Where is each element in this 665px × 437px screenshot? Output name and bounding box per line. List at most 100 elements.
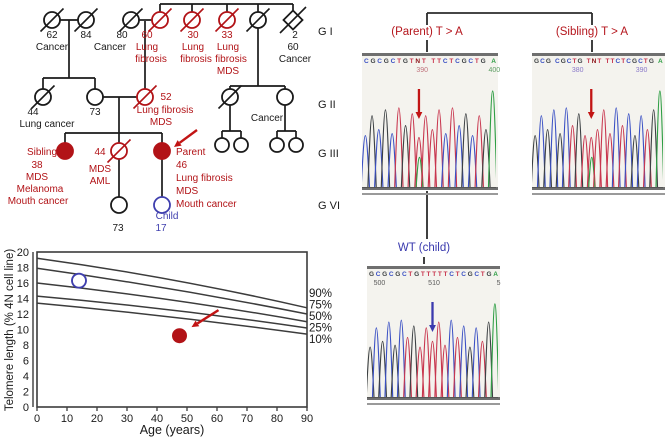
base-letter: C xyxy=(377,58,382,65)
pedigree-node-gii-44 xyxy=(30,84,56,110)
pedigree-label: 52 xyxy=(160,92,172,103)
pedigree-label: 73 xyxy=(89,107,101,118)
base-letter: C xyxy=(554,58,560,65)
base-letter: T xyxy=(431,58,436,65)
pedigree-label: 84 xyxy=(80,30,92,41)
deceased-slash xyxy=(73,7,99,33)
sibling-mutation-label: (Sibling) T > A xyxy=(555,26,629,38)
base-letter: C xyxy=(615,58,621,65)
trace-peak xyxy=(536,115,546,188)
generation-label: G II xyxy=(318,99,336,111)
base-letter: C xyxy=(566,58,572,65)
trace-peak xyxy=(434,321,444,398)
circle-symbol xyxy=(153,196,171,214)
base-letter: T xyxy=(480,271,485,278)
y-tick-label: 10 xyxy=(17,325,29,337)
trace-peak xyxy=(487,90,496,188)
pedigree-node-gi-unlabeled xyxy=(245,7,271,33)
percentile-label: 50% xyxy=(309,311,332,323)
panel-underline xyxy=(362,193,498,195)
base-letter: T xyxy=(597,58,602,65)
pedigree-label: Melanoma xyxy=(17,184,64,195)
y-tick-label: 20 xyxy=(17,247,29,259)
base-letter: T xyxy=(397,58,402,65)
pedigree-label: Sibling xyxy=(27,147,57,158)
position-number: 390 xyxy=(635,67,648,74)
sanger-trace xyxy=(367,302,498,398)
pedigree-label: 60 xyxy=(287,42,299,53)
deceased-slash xyxy=(214,7,240,33)
pedigree-label: Cancer xyxy=(94,42,127,53)
y-tick-label: 6 xyxy=(23,356,29,368)
deceased-slash xyxy=(106,138,132,164)
base-letter: G xyxy=(486,271,492,278)
mutation-arrow-head xyxy=(587,112,595,119)
percentile-curve-50% xyxy=(36,282,308,323)
pedigree-label: MDS xyxy=(26,172,49,183)
base-letter: T xyxy=(621,58,626,65)
base-letter: T xyxy=(455,271,460,278)
y-tick-label: 0 xyxy=(23,402,29,414)
base-letter: C xyxy=(449,271,454,278)
base-letter: N xyxy=(591,58,597,65)
x-tick-label: 90 xyxy=(301,413,313,425)
trace-peak xyxy=(407,113,417,188)
pedigree-label: Mouth cancer xyxy=(8,196,69,207)
pedigree-label: Lung xyxy=(136,42,158,53)
y-tick-label: 4 xyxy=(23,371,29,383)
base-letter: G xyxy=(369,271,375,278)
base-letter: A xyxy=(491,58,496,65)
circle-symbol xyxy=(86,88,104,106)
x-tick-label: 50 xyxy=(181,413,193,425)
base-letter: C xyxy=(468,58,474,65)
position-row: 390 400 xyxy=(362,66,500,75)
trace-peak xyxy=(461,113,471,188)
pedigree-label: Lung cancer xyxy=(19,119,75,130)
trace-peak xyxy=(421,327,431,398)
trace-peak xyxy=(396,319,406,398)
circle-symbol xyxy=(276,88,294,106)
pedigree-label: Lung fibrosis xyxy=(176,173,233,184)
trace-peak xyxy=(574,113,584,188)
chart-arrow xyxy=(196,309,220,325)
position-number: 390 xyxy=(416,67,429,74)
y-tick-label: 2 xyxy=(23,387,29,399)
base-letter: G xyxy=(534,58,540,65)
base-letter: T xyxy=(409,58,414,65)
circle-symbol xyxy=(110,196,128,214)
deceased-slash xyxy=(39,7,65,33)
position-number: 380 xyxy=(571,67,584,74)
position-number: 510 xyxy=(428,280,440,287)
percentile-curve-75% xyxy=(36,267,308,315)
base-letter: C xyxy=(626,58,631,65)
base-letter: G xyxy=(560,58,566,65)
pedigree-label: fibrosis xyxy=(215,54,247,65)
pedigree-node-gii-c2 xyxy=(276,88,294,106)
base-letter: T xyxy=(421,58,426,65)
pedigree-label: 80 xyxy=(116,30,128,41)
x-tick-label: 30 xyxy=(121,413,133,425)
pedigree-label: fibrosis xyxy=(135,54,167,65)
chart-arrow-head xyxy=(191,320,200,328)
base-letter: C xyxy=(540,58,545,65)
pedigree-node-gi-30 xyxy=(179,7,205,33)
base-letter: T xyxy=(420,271,425,278)
trace-peak xyxy=(580,134,590,188)
pedigree-label: 44 xyxy=(94,147,106,158)
base-letter: G xyxy=(461,58,467,65)
pedigree-label: Cancer xyxy=(279,54,312,65)
mutation-arrow-head xyxy=(415,112,423,119)
pedigree-node-giii-k4 xyxy=(288,137,304,153)
base-letter: G xyxy=(545,58,551,65)
pedigree-label: MDS xyxy=(217,66,240,77)
trace-peak xyxy=(636,115,646,188)
trace-peak xyxy=(490,303,498,398)
base-letter: G xyxy=(402,58,408,65)
plot-frame xyxy=(36,251,308,408)
circle-symbol xyxy=(233,137,249,153)
trace-peak xyxy=(549,109,559,188)
trace-peak xyxy=(394,107,404,188)
